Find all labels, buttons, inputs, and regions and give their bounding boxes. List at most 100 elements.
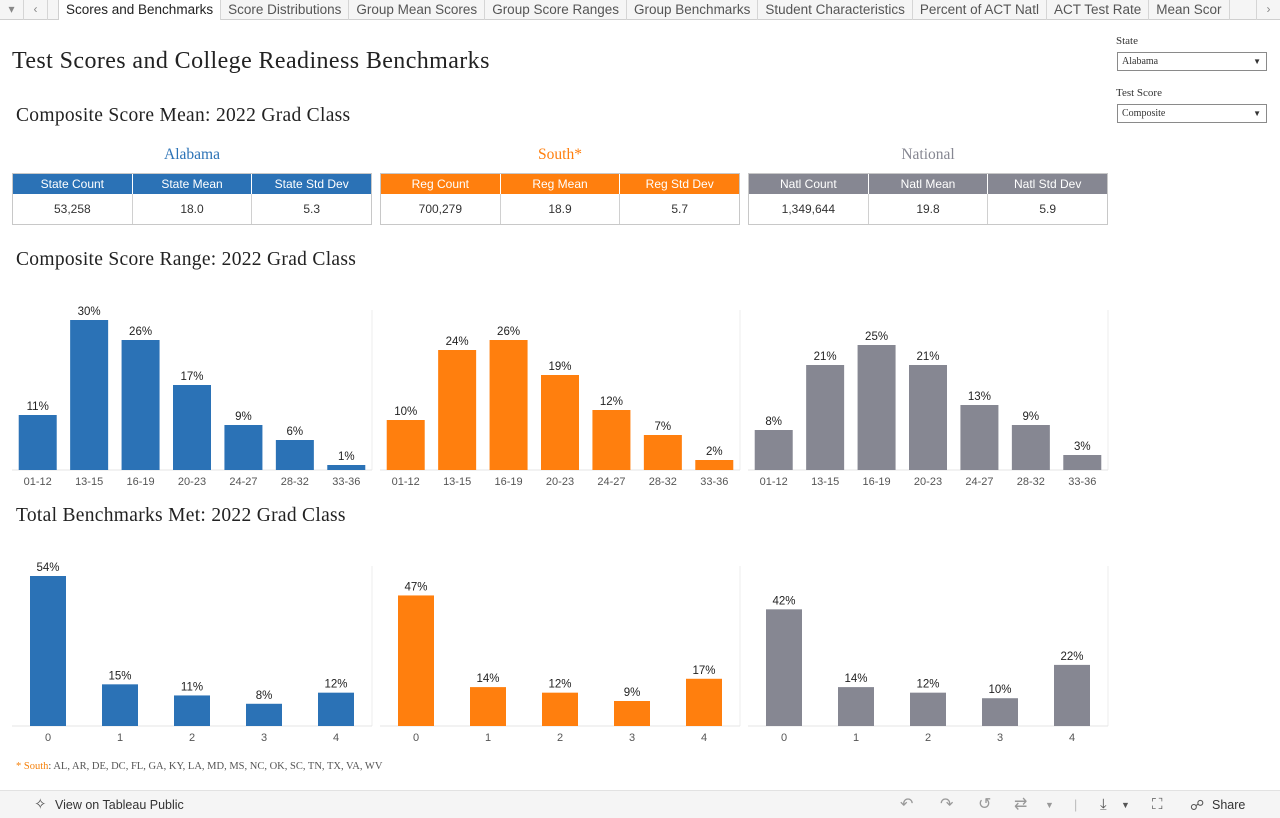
- tick-label: 0: [781, 732, 787, 744]
- bar-national-28-32[interactable]: [1011, 425, 1050, 470]
- score-range-chart: 11% 01-12 30% 13-15 26% 16-19 17% 20-23 9% 24-27 6…: [12, 306, 1109, 488]
- region-name-state: Alabama: [164, 146, 220, 163]
- bar-national-16-19[interactable]: [857, 345, 896, 470]
- tick-label: 28-32: [281, 476, 309, 488]
- bar-south-2[interactable]: [542, 692, 578, 726]
- tick-label: 01-12: [24, 476, 52, 488]
- refresh-icon[interactable]: ⇄: [1014, 796, 1028, 813]
- refresh-dropdown-icon[interactable]: ▼: [1045, 800, 1054, 810]
- bar-national-4[interactable]: [1054, 664, 1090, 726]
- bar-state-33-36[interactable]: [327, 465, 366, 470]
- bar-south-33-36[interactable]: [695, 460, 734, 470]
- tick-label: 3: [629, 732, 635, 744]
- bar-state-1[interactable]: [102, 684, 138, 726]
- data-label: 21%: [916, 351, 939, 363]
- view-on-tableau-link[interactable]: View on Tableau Public: [55, 798, 184, 812]
- undo-icon[interactable]: ↶: [900, 796, 914, 813]
- bar-state-2[interactable]: [174, 695, 210, 726]
- bar-south-01-12[interactable]: [386, 420, 425, 470]
- tick-label: 13-15: [811, 476, 839, 488]
- tick-label: 33-36: [1068, 476, 1096, 488]
- tab-percent-act-natl[interactable]: Percent of ACT Natl: [913, 0, 1047, 20]
- tab-group-mean-scores[interactable]: Group Mean Scores: [349, 0, 486, 20]
- bar-state-28-32[interactable]: [275, 440, 314, 470]
- bar-national-3[interactable]: [982, 698, 1018, 726]
- data-label: 12%: [600, 396, 623, 408]
- bar-state-16-19[interactable]: [121, 340, 160, 470]
- bar-state-13-15[interactable]: [70, 320, 109, 470]
- natl-stddev-header: Natl Std Dev: [1014, 177, 1082, 191]
- natl-mean-value: 19.8: [869, 194, 989, 224]
- data-label: 10%: [394, 406, 417, 418]
- tab-group-score-ranges[interactable]: Group Score Ranges: [485, 0, 628, 20]
- tab-scroll-left-icon[interactable]: ‹: [24, 0, 48, 20]
- bar-state-0[interactable]: [30, 576, 66, 726]
- state-select[interactable]: Alabama ▼: [1117, 52, 1267, 71]
- national-stats-table: Natl Count Natl Mean Natl Std Dev 1,349,…: [748, 173, 1108, 225]
- tab-scroll-right-icon[interactable]: ›: [1256, 0, 1280, 20]
- state-mean-header: State Mean: [133, 174, 253, 194]
- bar-south-0[interactable]: [398, 595, 434, 726]
- score-select[interactable]: Composite ▼: [1117, 104, 1267, 123]
- data-label: 10%: [988, 684, 1011, 696]
- data-label: 26%: [497, 326, 520, 338]
- bar-state-01-12[interactable]: [18, 415, 57, 470]
- state-stddev-header: State Std Dev: [274, 177, 349, 191]
- bar-south-1[interactable]: [470, 687, 506, 726]
- bar-national-01-12[interactable]: [754, 430, 793, 470]
- south-stats-table: Reg Count Reg Mean Reg Std Dev 700,279 1…: [380, 173, 740, 225]
- state-filter-label: State: [1116, 35, 1138, 47]
- tick-label: 28-32: [1017, 476, 1045, 488]
- score-select-value: Composite: [1122, 108, 1166, 119]
- reg-mean-value: 18.9: [501, 194, 621, 224]
- bar-national-0[interactable]: [766, 609, 802, 726]
- download-dropdown-icon[interactable]: ▼: [1121, 800, 1130, 810]
- bar-south-4[interactable]: [686, 678, 722, 726]
- data-label: 15%: [108, 670, 131, 682]
- bar-south-3[interactable]: [614, 701, 650, 726]
- tick-label: 3: [261, 732, 267, 744]
- bar-state-24-27[interactable]: [224, 425, 263, 470]
- tab-score-distributions[interactable]: Score Distributions: [221, 0, 350, 20]
- download-icon[interactable]: ⤓: [1100, 796, 1107, 813]
- bar-national-1[interactable]: [838, 687, 874, 726]
- tick-label: 33-36: [700, 476, 728, 488]
- bar-national-24-27[interactable]: [960, 405, 999, 470]
- bar-national-13-15[interactable]: [806, 365, 845, 470]
- tab-group-benchmarks[interactable]: Group Benchmarks: [627, 0, 759, 20]
- data-label: 14%: [844, 673, 867, 685]
- fullscreen-icon[interactable]: ⛶: [1152, 796, 1163, 813]
- tab-menu-chevron-icon[interactable]: ▾: [0, 0, 24, 20]
- bar-south-20-23[interactable]: [541, 375, 579, 470]
- tab-list: Scores and Benchmarks Score Distributions…: [58, 0, 1254, 20]
- redo-icon[interactable]: ↷: [940, 796, 954, 813]
- bar-state-4[interactable]: [318, 692, 354, 726]
- bar-state-20-23[interactable]: [173, 385, 211, 470]
- bar-south-28-32[interactable]: [643, 435, 682, 470]
- tick-label: 0: [45, 732, 51, 744]
- tick-label: 24-27: [965, 476, 993, 488]
- tab-scores-benchmarks[interactable]: Scores and Benchmarks: [58, 0, 222, 20]
- tick-label: 4: [333, 732, 339, 744]
- bar-national-2[interactable]: [910, 692, 946, 726]
- bar-south-24-27[interactable]: [592, 410, 631, 470]
- tab-mean-scores[interactable]: Mean Scor: [1149, 0, 1230, 20]
- data-label: 7%: [655, 421, 672, 433]
- data-label: 54%: [36, 562, 59, 574]
- share-button[interactable]: Share: [1212, 798, 1246, 812]
- bar-national-20-23[interactable]: [909, 365, 947, 470]
- bar-south-13-15[interactable]: [438, 350, 477, 470]
- tab-student-characteristics[interactable]: Student Characteristics: [758, 0, 913, 20]
- bar-national-33-36[interactable]: [1063, 455, 1102, 470]
- bar-state-3[interactable]: [246, 703, 282, 726]
- tick-label: 2: [189, 732, 195, 744]
- bar-south-16-19[interactable]: [489, 340, 528, 470]
- tab-act-test-rate[interactable]: ACT Test Rate: [1047, 0, 1150, 20]
- data-label: 47%: [404, 581, 427, 593]
- revert-icon[interactable]: ↺: [978, 796, 992, 813]
- tick-label: 4: [701, 732, 707, 744]
- share-icon[interactable]: ☍: [1190, 797, 1205, 813]
- data-label: 11%: [181, 681, 203, 693]
- tick-label: 2: [925, 732, 931, 744]
- data-label: 30%: [78, 306, 101, 318]
